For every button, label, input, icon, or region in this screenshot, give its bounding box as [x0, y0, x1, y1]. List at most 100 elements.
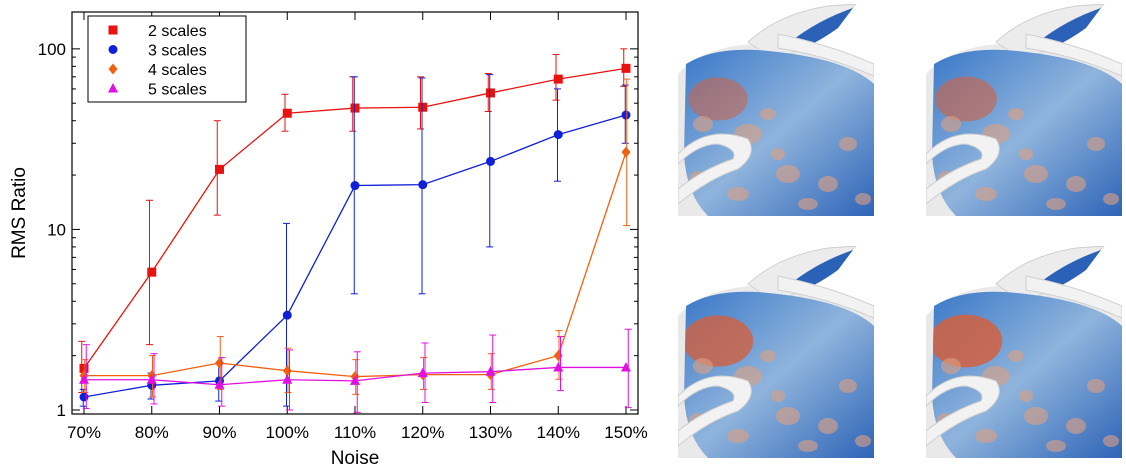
x-tick-label: 100% [266, 423, 309, 442]
ear-colormap-patch [790, 250, 853, 292]
point-5-scales [350, 375, 360, 385]
hotspot [855, 435, 871, 447]
point-5-scales [79, 374, 89, 384]
legend-marker [108, 83, 118, 93]
point-5-scales [146, 374, 157, 384]
hotspot [1087, 137, 1105, 151]
hotspot [771, 390, 785, 402]
hotspot [693, 116, 713, 132]
hotspot [855, 193, 871, 205]
point-2-scales [418, 102, 428, 112]
series-line-3-scales [83, 114, 627, 398]
surface-fold [926, 375, 1000, 447]
point-5-scales [553, 361, 564, 372]
surface-fold [678, 375, 752, 447]
x-tick-label: 110% [334, 423, 376, 442]
y-tick-label: 100 [38, 40, 66, 59]
hotspot [760, 350, 776, 362]
surface-hotspots [684, 315, 871, 452]
y-tick-label: 1 [57, 401, 66, 420]
hotspot [798, 198, 818, 210]
hotspot [1046, 440, 1066, 452]
hotspot [727, 187, 749, 201]
point-3-scales [418, 180, 428, 190]
hotspot [941, 116, 961, 132]
hotspot [1024, 407, 1048, 425]
surface-upper-sheet [777, 33, 874, 77]
point-3-scales [486, 156, 495, 166]
point-5-scales [282, 374, 293, 384]
hotspot [1019, 148, 1033, 160]
surface-render-top-right [926, 4, 1122, 216]
hotspot [693, 358, 713, 374]
hotspot [839, 137, 857, 151]
point-2-scales [79, 363, 89, 373]
hotspot [1024, 165, 1048, 183]
hotspot [1087, 379, 1105, 393]
legend-marker [108, 45, 118, 54]
hotspot [975, 187, 997, 201]
x-tick-label: 140% [537, 423, 580, 442]
hotspot [818, 418, 838, 434]
point-4-scales [621, 146, 631, 158]
hotspot [1019, 390, 1033, 402]
rms-ratio-chart: RMS Ratio Noise 1 10 100 70% 80% 90% 100% 110% 1… [9, 11, 648, 468]
hotspot [684, 315, 754, 367]
legend-label: 4 scales [148, 62, 207, 79]
surface-hotspots [932, 314, 1119, 452]
surface-render-top-left [678, 4, 874, 216]
x-tick-label: 130% [469, 423, 512, 442]
surface-upper-sheet [1025, 33, 1122, 77]
surface-render-bottom-left [678, 246, 874, 458]
legend-label: 2 scales [148, 23, 207, 40]
plot-frame [71, 11, 639, 415]
surface-fold [926, 133, 1000, 205]
hotspot [760, 108, 776, 120]
hotspot [1066, 418, 1086, 434]
x-axis-label: Noise [331, 448, 380, 468]
hotspot [1008, 350, 1024, 362]
surface-fold [678, 133, 752, 205]
point-2-scales [147, 267, 157, 277]
x-tick-label: 120% [401, 423, 444, 442]
point-5-scales [621, 361, 631, 372]
point-3-scales [282, 310, 292, 320]
ear-colormap-patch [1038, 8, 1101, 50]
point-3-scales [621, 110, 631, 120]
hotspot [798, 440, 818, 452]
surface-render-bottom-right [926, 246, 1122, 458]
hotspot [1008, 108, 1024, 120]
x-tick-label: 80% [135, 423, 169, 442]
hotspot [1103, 435, 1119, 447]
hotspot [818, 176, 838, 192]
hotspot [727, 429, 749, 443]
hotspot [941, 358, 961, 374]
hotspot [839, 379, 857, 393]
point-4-scales [215, 357, 224, 369]
hotspot [771, 148, 785, 160]
hotspot [1066, 176, 1086, 192]
point-2-scales [350, 103, 360, 113]
y-axis-label: RMS Ratio [9, 167, 30, 259]
hotspot [935, 76, 997, 122]
hotspot [688, 77, 748, 121]
point-2-scales [486, 88, 495, 98]
hotspot [776, 165, 800, 183]
point-5-scales [417, 367, 428, 378]
ear-colormap-patch [1038, 250, 1101, 292]
x-tick-label: 70% [67, 423, 101, 442]
legend-label: 3 scales [148, 43, 207, 60]
point-5-scales [214, 379, 225, 389]
colormap-surface [684, 49, 874, 216]
surface-upper-sheet [777, 275, 874, 319]
hotspot [1103, 193, 1119, 205]
point-2-scales [553, 74, 563, 84]
point-5-scales [485, 366, 496, 376]
point-2-scales [215, 164, 224, 174]
colormap-surface [932, 49, 1122, 216]
surface-upper-sheet [1025, 275, 1122, 319]
point-3-scales [553, 130, 563, 140]
y-tick-label: 10 [47, 220, 66, 239]
ear-colormap-patch [790, 8, 853, 50]
legend-marker [108, 25, 118, 35]
